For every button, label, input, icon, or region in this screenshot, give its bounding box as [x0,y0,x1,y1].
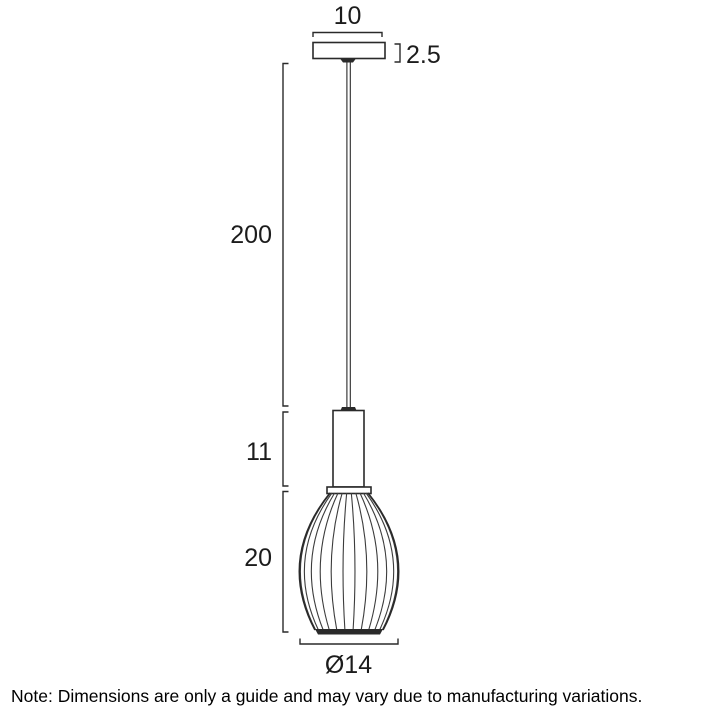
shade-height-label: 20 [244,544,272,572]
dim-bracket-suspension-length [282,62,289,407]
dim-bracket-canopy-width [312,31,383,37]
shade-rib [355,492,368,631]
shade-rib [303,492,333,631]
dim-bracket-canopy-height [394,43,401,63]
ceiling-canopy-outline [312,41,386,60]
shade-diameter-label: Ø14 [324,651,373,679]
shade-rib [365,492,395,631]
shade-rib [350,492,356,631]
shade-outline-left [298,492,331,631]
dim-bracket-shade-diameter [299,638,399,645]
cord-grip [340,58,356,63]
canopy-width-label: 10 [333,2,362,30]
shade-base-rim [315,629,383,635]
shade-rib [319,492,339,631]
dim-bracket-gallery-height [282,411,289,487]
cord-socket-joint [340,407,357,411]
shade-rib [362,492,388,631]
shade-outline-right [367,492,400,631]
shade-neck-flange [326,486,372,495]
canopy-height-label: 2.5 [406,41,441,69]
ribbed-glass-shade [298,492,400,635]
suspension-length-label: 200 [230,221,272,249]
shade-rib [330,492,343,631]
shade-rib [310,492,336,631]
shade-rib [342,492,348,631]
dim-bracket-shade-height [282,490,289,633]
shade-rib [359,492,379,631]
disclaimer-note: Note: Dimensions are only a guide and ma… [11,686,643,706]
socket-cylinder-outline [332,409,365,488]
gallery-height-label: 11 [246,438,272,466]
